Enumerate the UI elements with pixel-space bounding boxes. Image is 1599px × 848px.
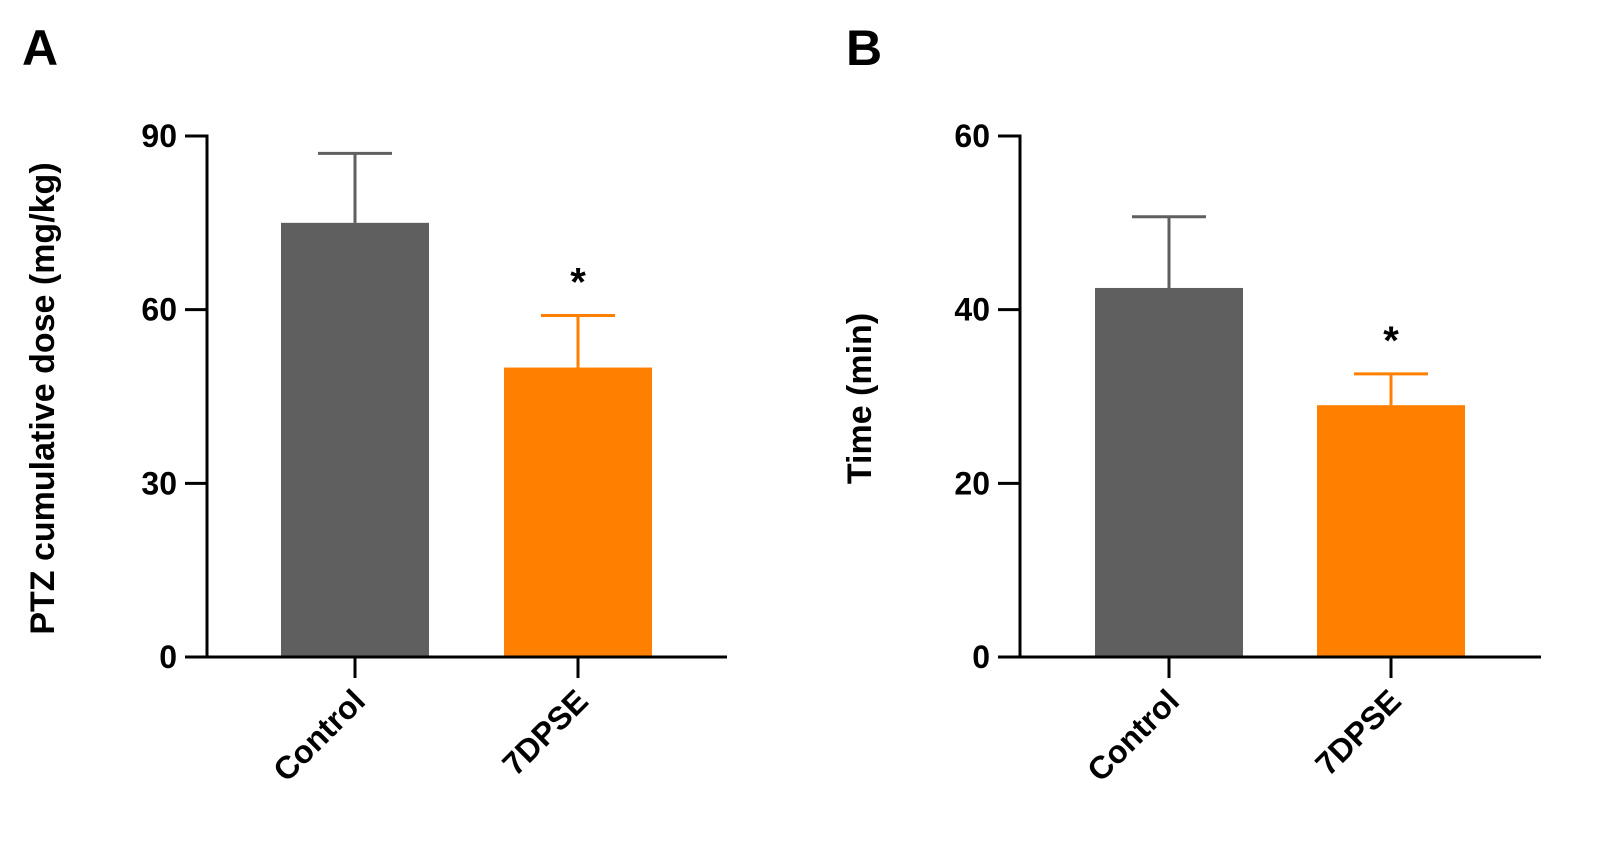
chart-b-bar-7dpse (1317, 405, 1465, 657)
chart-a-y-tick-label-60: 60 (141, 292, 177, 328)
chart-b-x-label-control: Control (1080, 682, 1186, 788)
chart-a-x-label-7dpse: 7DPSE (495, 682, 595, 782)
chart-a-panel-letter: A (22, 20, 58, 76)
chart-b-y-tick-label-60: 60 (954, 118, 990, 154)
chart-b-significance-7dpse: * (1383, 319, 1399, 363)
chart-a-bar-control (281, 222, 429, 658)
chart-a-svg: A PTZ cumulative dose (mg/kg) * 0 30 60 90 Cont… (22, 20, 727, 788)
chart-panel-a: A PTZ cumulative dose (mg/kg) * 0 30 60 90 Cont… (22, 20, 727, 788)
chart-b-y-tick-label-0: 0 (972, 639, 990, 675)
chart-a-bar-7dpse (504, 367, 652, 657)
chart-b-y-axis-title: Time (min) (841, 313, 879, 484)
chart-a-y-tick-label-30: 30 (141, 465, 177, 501)
chart-a-significance-7dpse: * (570, 260, 586, 304)
chart-a-y-tick-label-90: 90 (141, 118, 177, 154)
chart-b-bar-control (1095, 287, 1243, 657)
chart-b-panel-letter: B (846, 20, 882, 76)
chart-b-x-label-7dpse: 7DPSE (1308, 682, 1408, 782)
chart-panel-b: B Time (min) * 0 20 40 60 Control 7DPSE (800, 0, 1599, 848)
chart-a-y-tick-label-0: 0 (159, 639, 177, 675)
chart-b-svg: B Time (min) * 0 20 40 60 Control 7DPSE (841, 20, 1541, 788)
chart-a-x-label-control: Control (266, 682, 372, 788)
chart-b-y-tick-label-20: 20 (954, 465, 990, 501)
chart-a-y-axis-title: PTZ cumulative dose (mg/kg) (24, 162, 62, 634)
chart-b-y-tick-label-40: 40 (954, 292, 990, 328)
